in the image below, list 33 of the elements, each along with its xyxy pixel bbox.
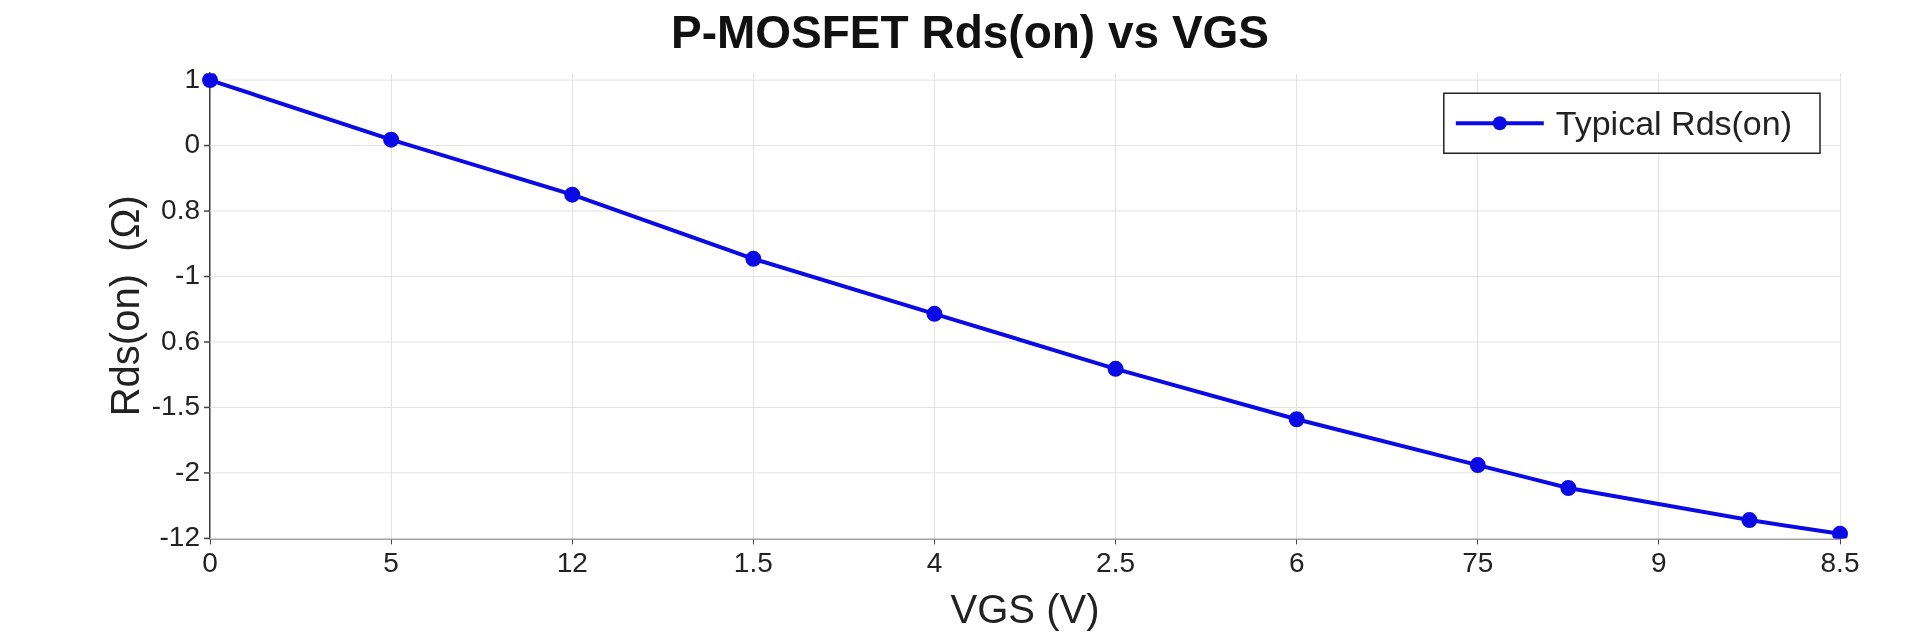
point	[1469, 457, 1486, 474]
x-tick-label: 0	[202, 546, 218, 578]
x-tick-label: 6	[1288, 546, 1305, 578]
text: 0.8	[161, 193, 200, 225]
point	[926, 305, 943, 322]
legend-label: Typical Rds(on)	[1555, 103, 1793, 142]
x-tick-label: 1.5	[733, 546, 773, 578]
x-tick-label: 9	[1651, 546, 1667, 578]
text: 0	[184, 128, 200, 160]
point	[383, 131, 400, 148]
point	[1832, 525, 1848, 539]
point	[745, 250, 762, 267]
x-tick-label: 4	[926, 546, 943, 578]
point	[1741, 512, 1758, 529]
x-tick-label: 75	[1462, 546, 1494, 578]
point	[202, 73, 218, 89]
text: -12	[159, 521, 200, 553]
x-tick-label: 8.5	[1820, 546, 1860, 578]
point	[1288, 411, 1305, 428]
x-axis-title: VGS (V)	[950, 587, 1100, 632]
text: -1.5	[151, 390, 200, 422]
x-tick-label: 5	[383, 546, 399, 578]
point	[1107, 360, 1124, 377]
y-axis-title: Rds(on) (Ω)	[103, 195, 148, 417]
point	[564, 186, 581, 203]
text: -2	[175, 455, 200, 487]
text: -1	[175, 259, 200, 291]
text: 1	[184, 62, 200, 94]
chart-title: P-MOSFET Rds(on) vs VGS	[670, 6, 1270, 59]
text: 0.6	[161, 324, 200, 356]
point	[1560, 479, 1577, 496]
x-tick-label: 12	[556, 546, 588, 578]
x-tick-label: 2.5	[1096, 546, 1136, 578]
